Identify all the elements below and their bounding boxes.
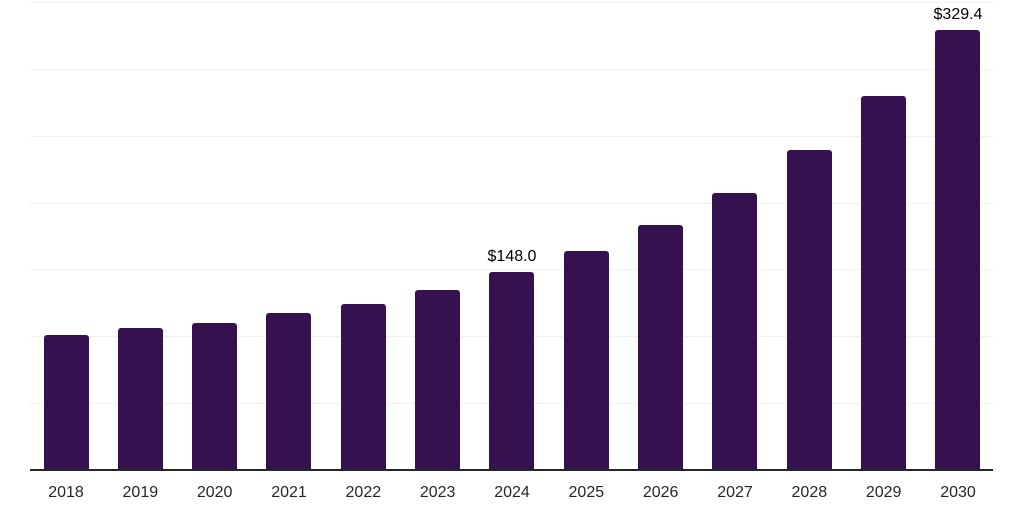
bar-2018 — [43, 335, 89, 470]
x-axis-label-2030: 2030 — [940, 484, 976, 501]
bar-2022 — [340, 303, 386, 470]
bar-2027 — [712, 192, 758, 470]
gridline — [30, 269, 993, 271]
gridline — [30, 202, 993, 204]
x-axis-label-2022: 2022 — [345, 484, 382, 501]
bar-2026 — [638, 224, 684, 470]
x-axis-label-2026: 2026 — [642, 484, 679, 501]
gridline — [30, 135, 993, 137]
x-axis-label-2021: 2021 — [271, 484, 307, 501]
x-axis-label-2020: 2020 — [196, 484, 233, 501]
x-axis-label-2018: 2018 — [48, 484, 84, 501]
x-axis-label-2027: 2027 — [717, 484, 753, 501]
bar-2024 — [489, 272, 535, 470]
bar-2029 — [861, 96, 907, 470]
bar-2030 — [935, 29, 981, 470]
gridline — [30, 2, 993, 3]
bar-2019 — [117, 328, 163, 470]
x-axis-label-2025: 2025 — [568, 484, 605, 501]
x-axis-label-2028: 2028 — [791, 484, 828, 501]
bar-value-label-2024: $148.0 — [487, 248, 537, 266]
bar-2028 — [786, 150, 832, 470]
bar-2023 — [415, 290, 461, 470]
x-axis-label-2019: 2019 — [122, 484, 159, 501]
bar-2020 — [192, 322, 238, 470]
x-axis-label-2024: 2024 — [494, 484, 530, 501]
bar-2021 — [266, 313, 312, 470]
bar-2025 — [563, 250, 609, 470]
x-axis-label-2023: 2023 — [419, 484, 456, 501]
x-axis-line — [30, 469, 993, 471]
bar-value-label-2030: $329.4 — [933, 5, 983, 23]
x-axis-label-2029: 2029 — [865, 484, 902, 501]
gridline — [30, 68, 993, 70]
